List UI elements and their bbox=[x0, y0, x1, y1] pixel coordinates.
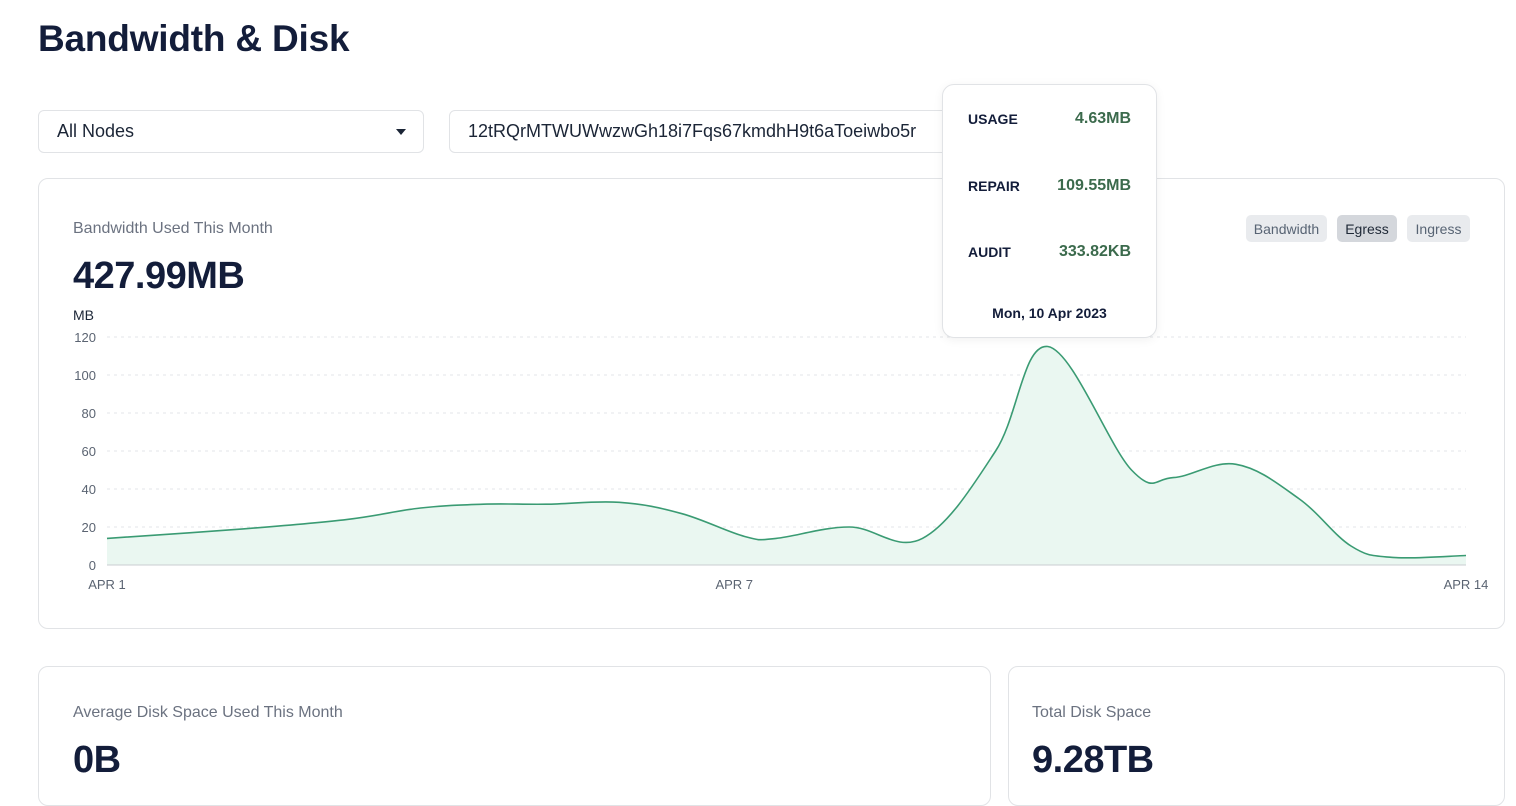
tooltip-row-usage: USAGE 4.63MB bbox=[968, 110, 1131, 128]
tooltip-repair-label: REPAIR bbox=[968, 178, 1020, 194]
node-select-value: All Nodes bbox=[57, 121, 135, 141]
toggle-ingress[interactable]: Ingress bbox=[1407, 215, 1470, 242]
total-disk-card-label: Total Disk Space bbox=[1032, 704, 1152, 721]
y-tick-label: 40 bbox=[82, 482, 96, 497]
avg-disk-card-label: Average Disk Space Used This Month bbox=[73, 704, 343, 721]
x-tick-label: APR 1 bbox=[88, 577, 126, 592]
bandwidth-card-label: Bandwidth Used This Month bbox=[73, 220, 273, 237]
tooltip-usage-label: USAGE bbox=[968, 111, 1018, 127]
node-id-value: 12tRQrMTWUWwzwGh18i7Fqs67kmdhH9t6aToeiwb… bbox=[468, 121, 917, 141]
chevron-down-icon bbox=[396, 129, 406, 135]
toggle-egress[interactable]: Egress bbox=[1337, 215, 1397, 242]
avg-disk-card: Average Disk Space Used This Month 0B bbox=[38, 666, 991, 806]
tooltip-usage-value: 4.63MB bbox=[1074, 110, 1131, 127]
tooltip-repair-value: 109.55MB bbox=[1057, 177, 1131, 194]
y-tick-label: 60 bbox=[82, 444, 96, 459]
y-tick-label: 20 bbox=[82, 520, 96, 535]
total-disk-card-value: 9.28TB bbox=[1032, 739, 1154, 781]
y-axis-label: MB bbox=[73, 307, 94, 323]
node-select[interactable]: All Nodes bbox=[38, 110, 424, 153]
bandwidth-card-value: 427.99MB bbox=[73, 255, 245, 297]
tooltip-date: Mon, 10 Apr 2023 bbox=[992, 305, 1107, 321]
chart-series-line bbox=[106, 345, 1467, 559]
x-tick-label: APR 7 bbox=[715, 577, 753, 592]
node-id-field[interactable]: 12tRQrMTWUWwzwGh18i7Fqs67kmdhH9t6aToeiwb… bbox=[449, 110, 969, 153]
toggle-bandwidth[interactable]: Bandwidth bbox=[1246, 215, 1327, 242]
x-tick-label: APR 14 bbox=[1444, 577, 1489, 592]
avg-disk-card-value: 0B bbox=[73, 739, 121, 781]
tooltip-audit-value: 333.82KB bbox=[1058, 243, 1131, 260]
page-title: Bandwidth & Disk bbox=[38, 18, 350, 59]
bandwidth-chart: MB 0 20 40 60 80 100 120 APR 1 APR 7 APR 14 bbox=[73, 307, 1489, 592]
tooltip-row-audit: AUDIT 333.82KB bbox=[968, 243, 1131, 261]
tooltip-audit-label: AUDIT bbox=[968, 244, 1011, 260]
y-tick-label: 120 bbox=[74, 330, 96, 345]
total-disk-card: Total Disk Space 9.28TB bbox=[1008, 666, 1505, 806]
y-tick-label: 80 bbox=[82, 406, 96, 421]
chart-tooltip: USAGE 4.63MB REPAIR 109.55MB AUDIT 333.8… bbox=[942, 84, 1157, 338]
tooltip-row-repair: REPAIR 109.55MB bbox=[968, 177, 1131, 195]
y-tick-label: 100 bbox=[74, 368, 96, 383]
y-tick-label: 0 bbox=[89, 558, 96, 573]
chart-area-fill bbox=[107, 346, 1466, 565]
